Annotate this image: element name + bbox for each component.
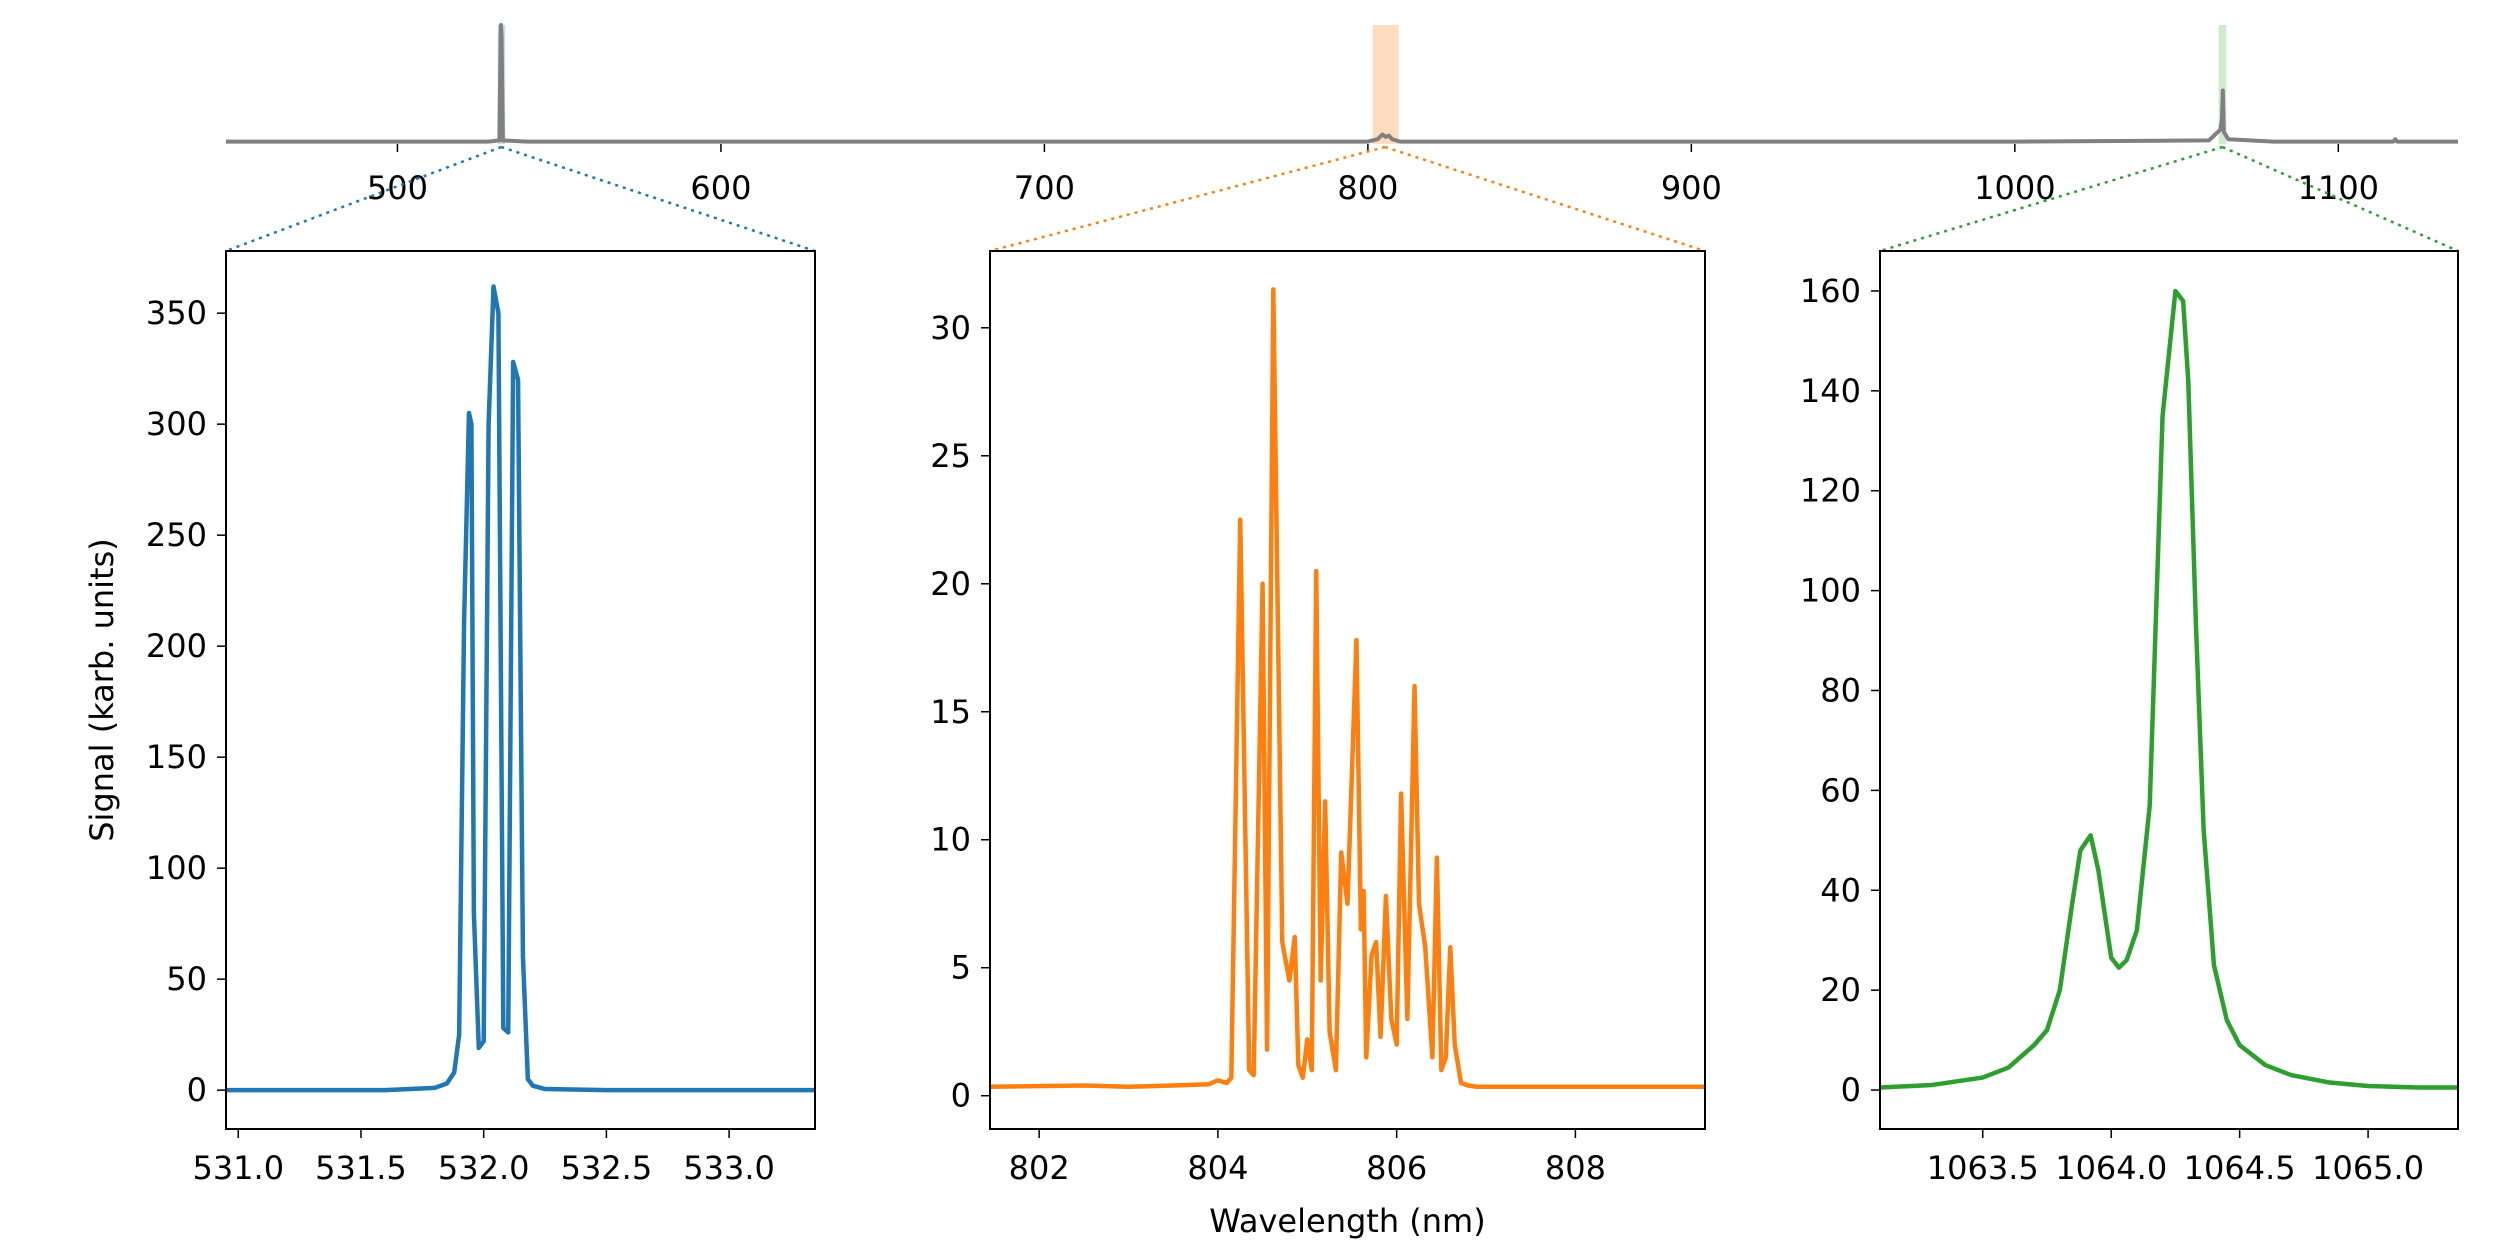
y-tick-label: 40 bbox=[1820, 871, 1861, 909]
y-tick-label: 0 bbox=[951, 1077, 971, 1115]
x-tick-label: 808 bbox=[1545, 1149, 1606, 1187]
y-axis-label: Signal (karb. units) bbox=[83, 538, 121, 842]
zoom-connector-left bbox=[1879, 145, 2223, 253]
plot-frame bbox=[225, 250, 816, 1130]
overview-x-tick-label: 600 bbox=[690, 169, 751, 207]
x-tick-label: 531.5 bbox=[315, 1149, 407, 1187]
y-tick-label: 200 bbox=[146, 627, 207, 665]
y-tick-label: 10 bbox=[930, 821, 971, 859]
y-tick-label: 100 bbox=[1800, 572, 1861, 610]
x-tick-label: 1065.0 bbox=[2312, 1149, 2424, 1187]
overview-x-tick-label: 500 bbox=[367, 169, 428, 207]
overview-spectrum-line bbox=[226, 23, 2458, 144]
zoom-connector-left bbox=[225, 145, 502, 253]
x-tick-label: 802 bbox=[1009, 1149, 1070, 1187]
x-tick-label: 804 bbox=[1187, 1149, 1248, 1187]
overview-x-tick-label: 700 bbox=[1014, 169, 1075, 207]
x-tick-label: 532.0 bbox=[438, 1149, 530, 1187]
overview-x-tick-label: 800 bbox=[1337, 169, 1398, 207]
x-tick-label: 1064.0 bbox=[2055, 1149, 2167, 1187]
y-tick-label: 120 bbox=[1800, 472, 1861, 510]
y-tick-label: 150 bbox=[146, 738, 207, 776]
y-tick-label: 250 bbox=[146, 516, 207, 554]
y-tick-label: 25 bbox=[930, 437, 971, 475]
y-tick-label: 80 bbox=[1820, 671, 1861, 709]
x-tick-label: 533.0 bbox=[683, 1149, 775, 1187]
x-tick-label: 1064.5 bbox=[2184, 1149, 2296, 1187]
zoom-connector-right bbox=[500, 145, 816, 253]
x-tick-label: 806 bbox=[1366, 1149, 1427, 1187]
y-tick-label: 20 bbox=[930, 565, 971, 603]
panel-1064nm: 1063.5 1064.0 1064.5 1065.0 0 20 40 60 80 100 120 1… bbox=[1800, 250, 2459, 1187]
y-tick-label: 140 bbox=[1800, 372, 1861, 410]
y-tick-label: 50 bbox=[166, 960, 207, 998]
y-tick-label: 160 bbox=[1800, 272, 1861, 310]
panel-806nm: 802 804 806 808 0 5 10 15 20 25 30 Wavelength (nm) bbox=[930, 250, 1706, 1240]
y-tick-label: 0 bbox=[1841, 1071, 1861, 1109]
overview-x-tick-label: 1000 bbox=[1974, 169, 2055, 207]
overview-x-tick-label: 1100 bbox=[2298, 169, 2379, 207]
y-tick-label: 350 bbox=[146, 294, 207, 332]
spectrum-line bbox=[1879, 288, 2458, 1090]
spectrum-line bbox=[989, 287, 1705, 1090]
panel-532nm: 531.0 531.5 532.0 532.5 533.0 0 50 100 150 200 250… bbox=[83, 250, 816, 1187]
zoom-connector-right bbox=[2222, 145, 2459, 253]
zoom-connector-right bbox=[1384, 145, 1706, 253]
zoom-connectors bbox=[225, 145, 2459, 253]
x-tick-label: 531.0 bbox=[192, 1149, 284, 1187]
y-tick-label: 300 bbox=[146, 405, 207, 443]
plot-frame bbox=[989, 250, 1706, 1130]
y-tick-label: 30 bbox=[930, 309, 971, 347]
plot-frame bbox=[1879, 250, 2459, 1130]
y-tick-label: 15 bbox=[930, 693, 971, 731]
y-tick-label: 5 bbox=[951, 949, 971, 987]
overview-x-tick-label: 900 bbox=[1661, 169, 1722, 207]
y-tick-label: 0 bbox=[187, 1071, 207, 1109]
spectrum-line bbox=[226, 284, 815, 1093]
y-tick-label: 60 bbox=[1820, 771, 1861, 809]
x-tick-label: 532.5 bbox=[561, 1149, 653, 1187]
x-tick-label: 1063.5 bbox=[1927, 1149, 2039, 1187]
y-tick-label: 20 bbox=[1820, 971, 1861, 1009]
overview-spectrum: 500 600 700 800 900 1000 1100 bbox=[226, 23, 2458, 207]
overview-highlight-band bbox=[1372, 25, 1399, 144]
y-tick-label: 100 bbox=[146, 849, 207, 887]
overview-highlight-band bbox=[2218, 25, 2227, 144]
x-axis-label: Wavelength (nm) bbox=[1209, 1202, 1485, 1240]
